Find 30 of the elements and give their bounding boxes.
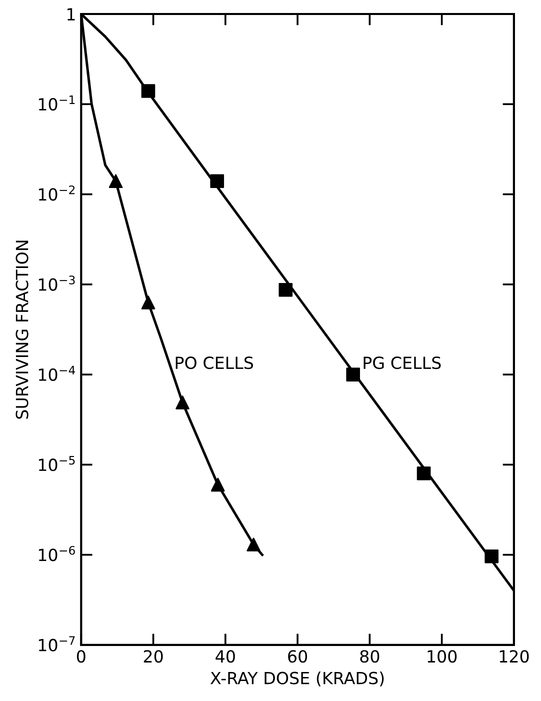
y-tick-label: 10$^{−4}$ (38, 366, 76, 381)
point (346, 368, 360, 382)
x-tick-label: 0 (76, 650, 86, 663)
x-tick-label: 60 (288, 650, 308, 663)
y-tick-label: 10$^{−5}$ (38, 456, 75, 472)
point (141, 296, 156, 310)
annotation: PG CELLS (364, 356, 441, 370)
point (484, 549, 498, 564)
point (416, 466, 431, 480)
y-tick-label: 1 (68, 8, 75, 20)
point (278, 282, 293, 297)
x-tick-label: 100 (428, 650, 457, 663)
y-tick-label: 10$^{−3}$ (38, 276, 75, 291)
x-tick-label: 40 (216, 650, 235, 663)
point (246, 538, 260, 552)
x-tick-label: 120 (500, 650, 529, 663)
point (176, 396, 190, 410)
x-tick-label: 80 (360, 650, 380, 663)
y-tick-label: 10$^{−2}$ (38, 185, 75, 201)
point (141, 84, 156, 98)
x-tick-label: 20 (144, 650, 163, 663)
y-tick-label: 10$^{−7}$ (38, 636, 75, 652)
point (210, 478, 225, 492)
x-axis-title: X-RAY DOSE (KRADS) (210, 671, 384, 686)
annotation: PO CELLS (176, 356, 254, 370)
y-tick-label: 10$^{−1}$ (38, 95, 75, 111)
y-tick-label: 10$^{−6}$ (38, 546, 75, 562)
y-axis-title: SURVIVING FRACTION (16, 240, 28, 419)
point (108, 174, 123, 188)
point (210, 174, 224, 188)
